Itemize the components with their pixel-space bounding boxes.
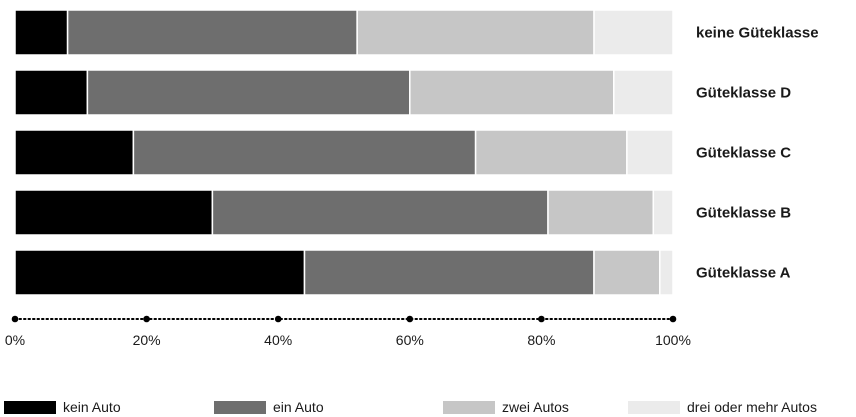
category-label-gueteklasse-c: Güteklasse C: [696, 145, 791, 162]
bar-gueteklasse-d-drei-oder-mehr-autos: [613, 69, 674, 116]
legend-swatch-zwei-autos: [443, 401, 495, 414]
x-tick-label: 60%: [396, 332, 424, 348]
legend: kein Auto ein Auto zwei Autos drei oder meh…: [4, 399, 817, 415]
x-tick-mark: [11, 315, 19, 323]
legend-swatch-drei-oder-mehr-autos: [628, 401, 680, 414]
bars-group: [14, 9, 674, 296]
x-tick-label: 40%: [264, 332, 292, 348]
legend-label-zwei-autos: zwei Autos: [502, 399, 569, 415]
bar-gueteklasse-d-kein-auto: [14, 69, 89, 116]
category-label-gueteklasse-a: Güteklasse A: [696, 265, 791, 282]
bar-gueteklasse-d-zwei-autos: [409, 69, 615, 116]
bar-gueteklasse-b-zwei-autos: [547, 189, 655, 236]
bar-keine-gueteklasse-drei-oder-mehr-autos: [593, 9, 674, 56]
bar-gueteklasse-b-kein-auto: [14, 189, 214, 236]
x-tick-mark: [406, 315, 414, 323]
bar-keine-gueteklasse-ein-auto: [66, 9, 358, 56]
bar-gueteklasse-a-drei-oder-mehr-autos: [659, 249, 674, 296]
legend-label-kein-auto: kein Auto: [63, 399, 121, 415]
bar-gueteklasse-c-kein-auto: [14, 129, 135, 176]
legend-label-ein-auto: ein Auto: [273, 399, 324, 415]
bar-gueteklasse-c-drei-oder-mehr-autos: [626, 129, 674, 176]
category-label-gueteklasse-b: Güteklasse B: [696, 205, 791, 222]
category-labels: keine Güteklasse Güteklasse D Güteklasse C…: [696, 25, 819, 282]
category-label-keine-gueteklasse: keine Güteklasse: [696, 25, 819, 42]
x-tick-label: 0%: [5, 332, 25, 348]
x-tick-label: 100%: [655, 332, 691, 348]
bar-gueteklasse-c-zwei-autos: [474, 129, 628, 176]
bar-gueteklasse-a-kein-auto: [14, 249, 306, 296]
legend-label-drei-oder-mehr-autos: drei oder mehr Autos: [687, 399, 817, 415]
bar-gueteklasse-a-ein-auto: [303, 249, 595, 296]
category-label-gueteklasse-d: Güteklasse D: [696, 85, 791, 102]
x-tick-label: 80%: [527, 332, 555, 348]
legend-swatch-ein-auto: [214, 401, 266, 414]
x-tick-mark: [274, 315, 282, 323]
bar-keine-gueteklasse-zwei-autos: [356, 9, 595, 56]
x-tick-mark: [538, 315, 545, 323]
x-tick-mark: [669, 315, 677, 323]
x-tick-mark: [143, 315, 150, 323]
x-tick-label: 20%: [133, 332, 161, 348]
bar-gueteklasse-a-zwei-autos: [593, 249, 661, 296]
x-axis: 0% 20% 40% 60% 80% 100%: [5, 315, 691, 348]
bar-keine-gueteklasse-kein-auto: [14, 9, 69, 56]
bar-gueteklasse-b-ein-auto: [211, 189, 549, 236]
bar-gueteklasse-c-ein-auto: [132, 129, 477, 176]
legend-swatch-kein-auto: [4, 401, 56, 414]
bar-gueteklasse-b-drei-oder-mehr-autos: [652, 189, 674, 236]
bar-gueteklasse-d-ein-auto: [86, 69, 411, 116]
